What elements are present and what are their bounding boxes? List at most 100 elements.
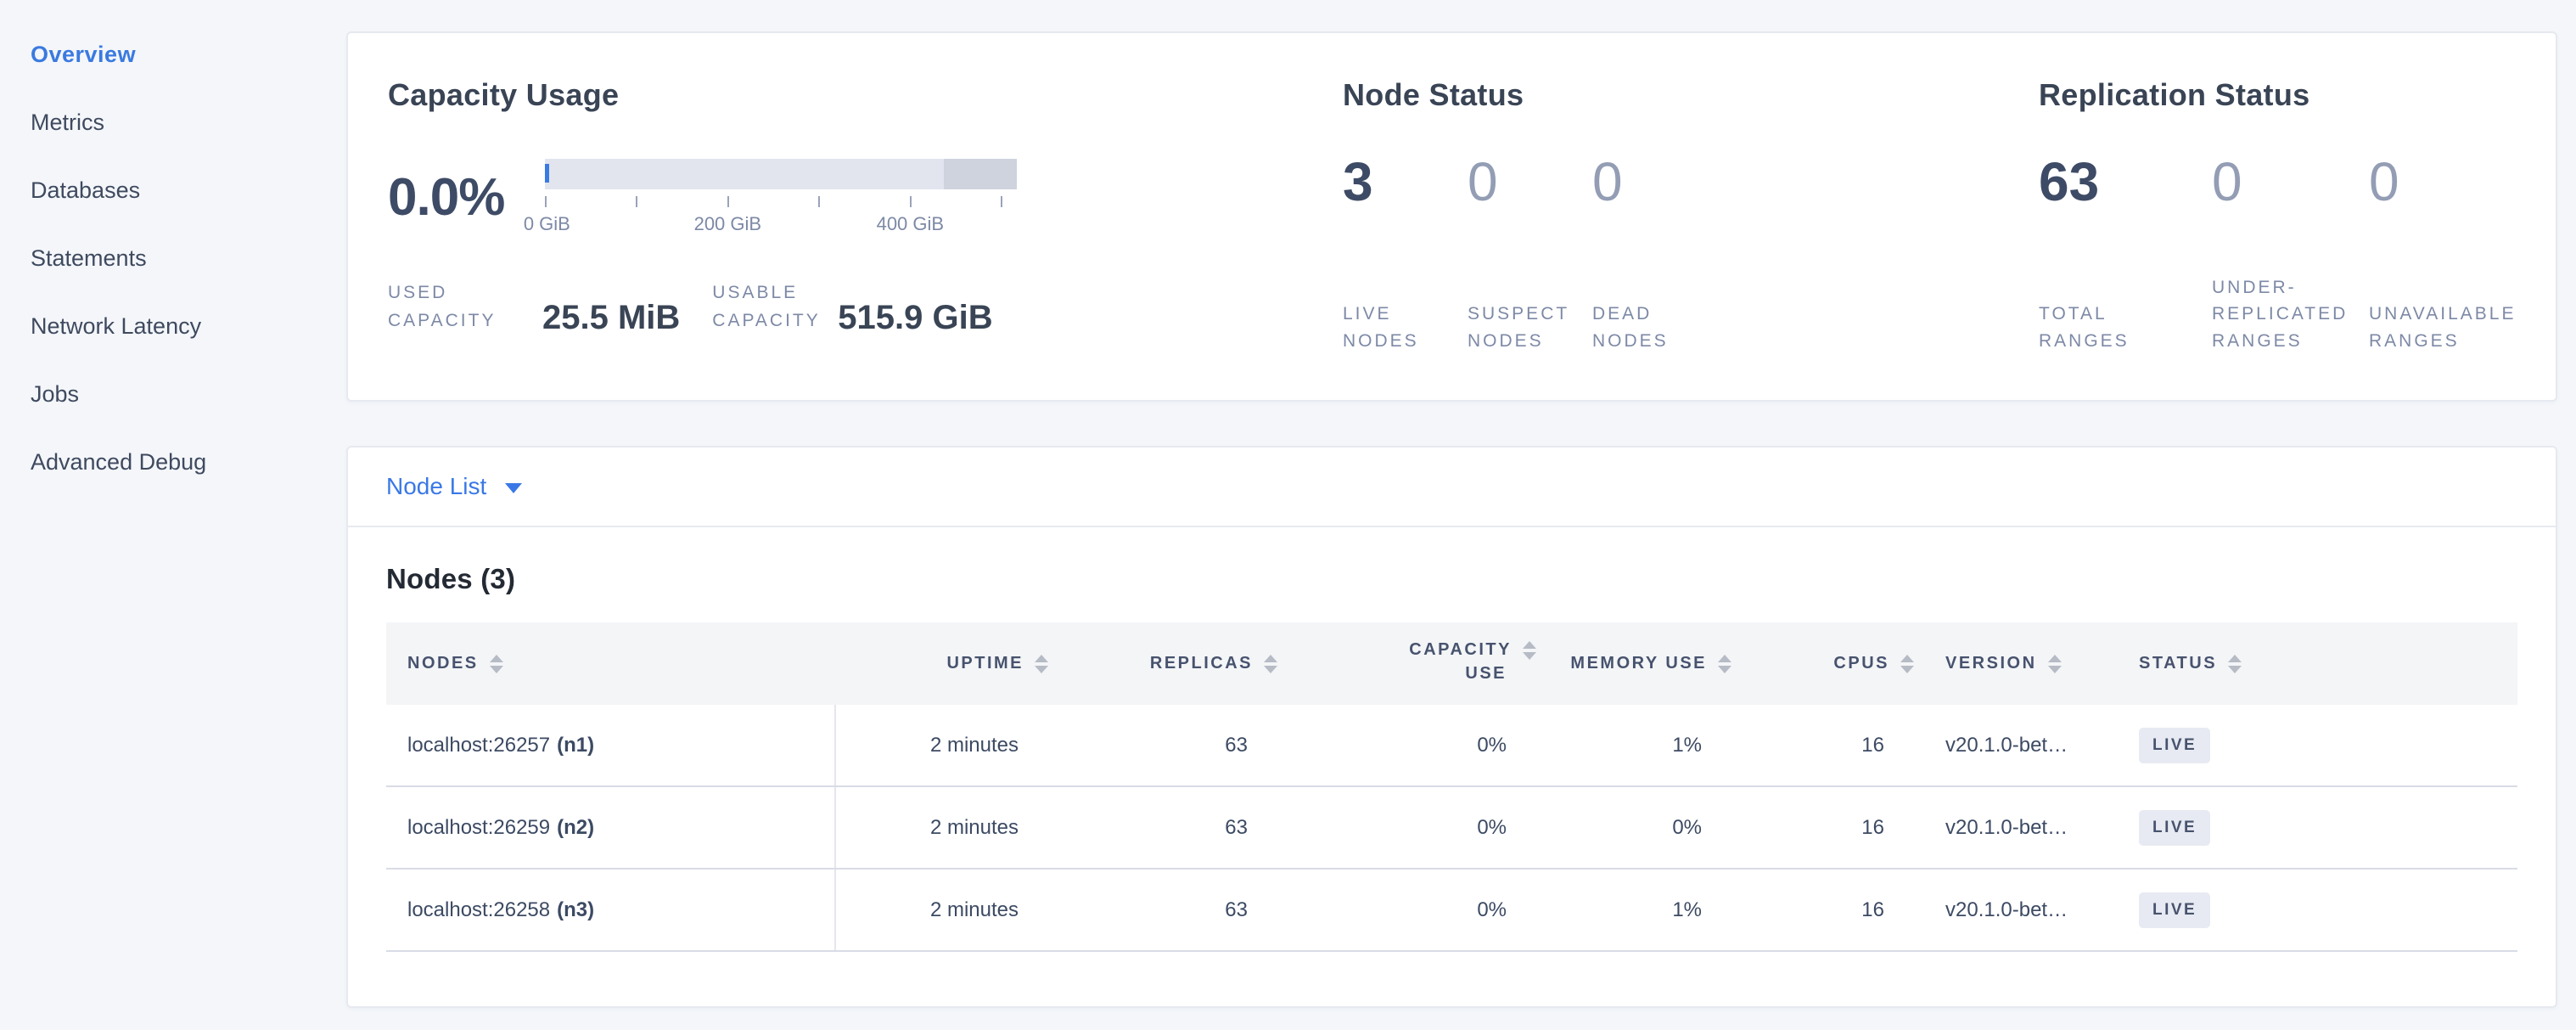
replicas-cell: 63 (1225, 815, 1248, 839)
version-cell: v20.1.0-bet… (1945, 898, 2068, 921)
sidebar-item-network-latency[interactable]: Network Latency (31, 312, 202, 339)
node-address-link[interactable]: localhost:26259 (407, 815, 551, 839)
sidebar-item-overview[interactable]: Overview (31, 41, 137, 67)
node-status-section: Node Status 3 LIVE NODES 0 SUSPECT NODES 0… (1343, 77, 2039, 400)
sort-icon[interactable] (2047, 654, 2062, 673)
cluster-summary-card: Capacity Usage 0.0% 0 GiB 200 GiB (346, 31, 2557, 402)
version-cell: v20.1.0-bet… (1945, 815, 2068, 839)
node-list-card: Node List Nodes (3) NODES UPTIME REPLICA… (346, 446, 2557, 1008)
sidebar-item-statements[interactable]: Statements (31, 245, 147, 271)
version-cell: v20.1.0-bet… (1945, 733, 2068, 757)
node-cell: localhost:26259 (n2) (386, 787, 836, 868)
node-address-link[interactable]: localhost:26258 (407, 898, 551, 921)
capacity-use-cell: 0% (1477, 733, 1507, 757)
uptime-cell: 2 minutes (929, 815, 1019, 839)
sort-icon[interactable] (2228, 654, 2242, 673)
status-badge: LIVE (2139, 892, 2211, 928)
sort-icon[interactable] (1523, 640, 1536, 660)
table-row-node-3: localhost:26258 (n3) 2 minutes 63 0% 1% … (386, 870, 2517, 952)
axis-label-400gib: 400 GiB (876, 213, 945, 234)
usable-capacity-value: 515.9 GiB (838, 299, 993, 337)
view-selector-bar: Node List (348, 447, 2556, 527)
replicas-cell: 63 (1225, 898, 1248, 921)
node-cell: localhost:26257 (n1) (386, 705, 836, 785)
live-nodes-stat: 3 LIVE NODES (1343, 150, 1468, 354)
unavailable-ranges-stat: 0 UNAVAILABLE RANGES (2369, 151, 2517, 351)
cpus-cell: 16 (1861, 815, 1884, 839)
capacity-bar-track (545, 159, 1018, 189)
unavailable-ranges-count: 0 (2369, 151, 2399, 212)
main-content: Capacity Usage 0.0% 0 GiB 200 GiB (346, 0, 2576, 1030)
sort-icon[interactable] (1900, 654, 1914, 673)
suspect-nodes-count: 0 (1468, 151, 1498, 212)
table-row-node-1: localhost:26257 (n1) 2 minutes 63 0% 1% … (386, 705, 2517, 787)
status-badge: LIVE (2139, 727, 2211, 763)
column-header-version[interactable]: VERSION (1884, 654, 2101, 673)
sort-icon[interactable] (1035, 654, 1048, 673)
capacity-used-percent: 0.0% (388, 167, 505, 227)
capacity-axis-labels: 0 GiB 200 GiB 400 GiB (524, 213, 1017, 235)
node-address-link[interactable]: localhost:26257 (407, 733, 551, 757)
total-ranges-count: 63 (2039, 151, 2100, 212)
capacity-use-cell: 0% (1477, 898, 1507, 921)
node-list-dropdown-label: Node List (386, 473, 487, 499)
capacity-usage-title: Capacity Usage (388, 77, 620, 112)
cpus-cell: 16 (1861, 733, 1884, 757)
uptime-cell: 2 minutes (929, 898, 1019, 921)
under-replicated-ranges-stat: 0 UNDER- REPLICATED RANGES (2212, 150, 2369, 354)
capacity-bar-chart: 0 GiB 200 GiB 400 GiB (524, 159, 1018, 235)
capacity-bar-reserved-segment (944, 159, 1018, 189)
column-header-cpus[interactable]: CPUS (1702, 654, 1914, 673)
capacity-axis-ticks (545, 196, 1017, 211)
sort-icon[interactable] (1264, 654, 1277, 673)
dead-nodes-stat: 0 DEAD NODES (1592, 150, 1717, 354)
node-id: (n2) (557, 815, 595, 839)
capacity-usage-section: Capacity Usage 0.0% 0 GiB 200 GiB (388, 77, 1343, 400)
usable-capacity-stat: USABLE CAPACITY 515.9 GiB (712, 279, 993, 337)
table-row-node-2: localhost:26259 (n2) 2 minutes 63 0% 0% … (386, 787, 2517, 870)
node-cell: localhost:26258 (n3) (386, 870, 836, 950)
replication-status-section: Replication Status 63 TOTAL RANGES 0 UNDE… (2039, 77, 2517, 400)
replicas-cell: 63 (1225, 733, 1248, 757)
cpus-cell: 16 (1861, 898, 1884, 921)
live-nodes-count: 3 (1343, 151, 1373, 212)
memory-use-cell: 0% (1672, 815, 1702, 839)
node-status-title: Node Status (1343, 77, 1524, 112)
nodes-table-wrap: Nodes (3) NODES UPTIME REPLICAS (348, 563, 2556, 952)
dead-nodes-count: 0 (1592, 151, 1623, 212)
sort-icon[interactable] (489, 654, 503, 673)
used-capacity-label: USED CAPACITY (388, 283, 497, 330)
sidebar-item-metrics[interactable]: Metrics (31, 109, 104, 135)
column-header-nodes[interactable]: NODES (386, 654, 836, 673)
replication-status-title: Replication Status (2039, 77, 2310, 112)
memory-use-cell: 1% (1672, 733, 1702, 757)
axis-label-200gib: 200 GiB (693, 213, 762, 234)
axis-label-0gib: 0 GiB (523, 213, 570, 234)
column-header-replicas[interactable]: REPLICAS (1019, 654, 1277, 673)
sort-icon[interactable] (1718, 654, 1731, 673)
total-ranges-stat: 63 TOTAL RANGES (2039, 150, 2212, 354)
under-replicated-ranges-count: 0 (2212, 151, 2242, 212)
memory-use-cell: 1% (1672, 898, 1702, 921)
capacity-use-cell: 0% (1477, 815, 1507, 839)
nodes-table-heading: Nodes (3) (386, 563, 516, 594)
suspect-nodes-stat: 0 SUSPECT NODES (1468, 150, 1592, 354)
column-header-uptime[interactable]: UPTIME (836, 654, 1048, 673)
sidebar-item-advanced-debug[interactable]: Advanced Debug (31, 448, 207, 475)
node-id: (n3) (557, 898, 595, 921)
column-header-status[interactable]: STATUS (2101, 654, 2517, 673)
status-badge: LIVE (2139, 809, 2211, 846)
sidebar-item-jobs[interactable]: Jobs (31, 380, 80, 407)
column-header-capacity-use[interactable]: CAPACITY USE (1248, 640, 1536, 687)
chevron-down-icon (505, 483, 523, 493)
node-list-dropdown[interactable]: Node List (386, 473, 523, 500)
uptime-cell: 2 minutes (929, 733, 1019, 757)
sidebar-item-databases[interactable]: Databases (31, 177, 141, 203)
sidebar: Overview Metrics Databases Statements Ne… (0, 0, 346, 1030)
usable-capacity-label: USABLE CAPACITY (712, 283, 821, 330)
status-cell: LIVE (2101, 892, 2517, 928)
used-capacity-stat: USED CAPACITY 25.5 MiB (388, 279, 680, 336)
status-cell: LIVE (2101, 727, 2517, 763)
column-header-memory-use[interactable]: MEMORY USE (1507, 654, 1731, 673)
node-id: (n1) (557, 733, 595, 757)
